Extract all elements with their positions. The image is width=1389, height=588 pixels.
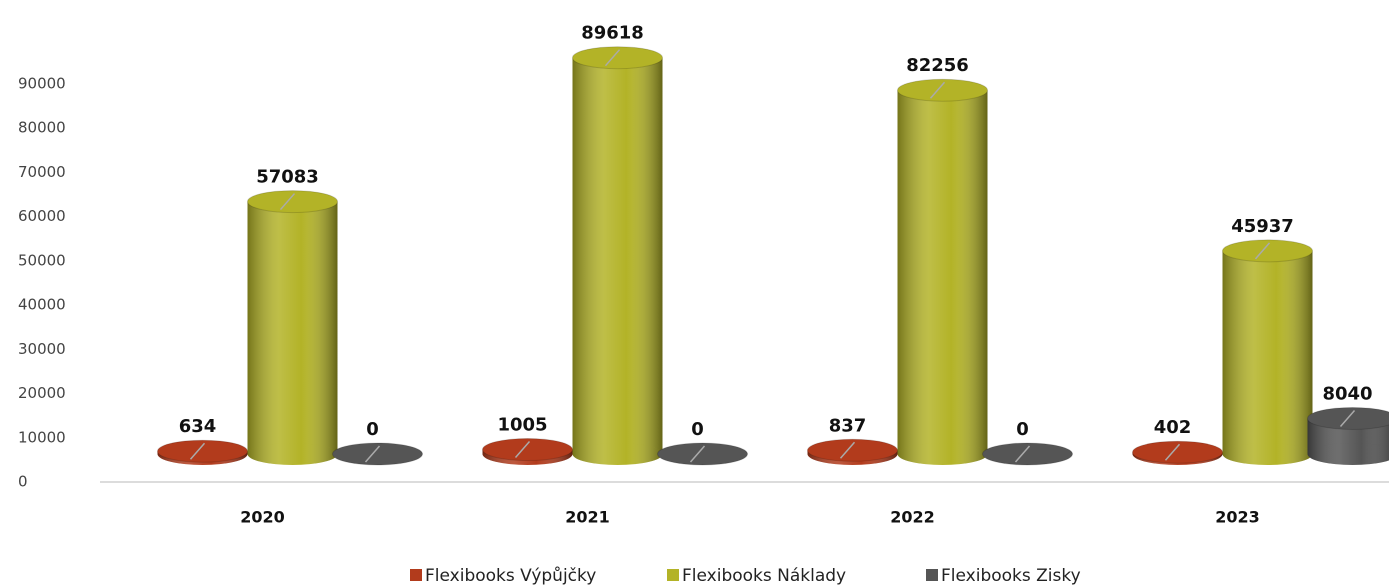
x-tick-label: 2023 [1215,508,1260,527]
cylinder-top [332,442,423,466]
data-label: 837 [829,415,867,436]
data-label: 45937 [1231,216,1294,237]
data-label: 8040 [1322,383,1372,404]
leader-line [1014,445,1031,463]
leader-line [364,445,381,463]
data-label: 402 [1154,417,1192,438]
data-label: 82256 [906,55,969,76]
x-tick-label: 2020 [240,508,285,527]
y-tick-label: 90000 [18,75,66,93]
leader-line [514,441,531,459]
cylinder-top [157,439,248,463]
cylinder [1132,440,1223,465]
cylinder [897,78,988,465]
cylinder-top [657,442,748,466]
leader-line [839,441,856,459]
x-tick-label: 2022 [890,508,935,527]
y-tick-label: 20000 [18,384,66,402]
y-tick-label: 80000 [18,119,66,137]
data-label: 0 [691,419,704,440]
cylinder-top [482,438,573,462]
leader-line [189,442,206,460]
cylinder-top [572,46,663,70]
data-label: 1005 [497,415,547,436]
y-tick-label: 40000 [18,296,66,314]
legend-swatch [667,569,679,581]
cylinder-shade [247,201,338,454]
y-tick-label: 50000 [18,251,66,269]
leader-line [1254,242,1271,260]
data-label: 57083 [256,167,319,188]
leader-line [1164,443,1181,461]
y-tick-label: 60000 [18,207,66,225]
y-tick-label: 70000 [18,163,66,181]
cylinder [657,442,748,466]
cylinder [247,190,338,465]
leader-line [1339,409,1356,427]
y-tick-label: 30000 [18,340,66,358]
cylinder-top [1132,440,1223,464]
leader-line [929,81,946,99]
legend-swatch [926,569,938,581]
data-label: 89618 [581,23,644,44]
y-tick-label: 10000 [18,428,66,446]
data-label: 0 [1016,419,1029,440]
legend-label: Flexibooks Zisky [941,566,1081,586]
cylinder-top [982,442,1073,466]
legend-label: Flexibooks Výpůjčky [425,566,596,586]
cylinder [807,438,898,465]
cylinder-top [1222,239,1313,263]
cylinder-top [807,438,898,462]
leader-line [689,445,706,463]
cylinder-shade [897,90,988,454]
data-label: 634 [179,416,217,437]
leader-line [604,49,621,67]
cylinder-bottom-shade [1222,443,1313,465]
cylinder [1307,406,1389,465]
legend-swatch [410,569,422,581]
cylinder-bottom-shade [572,443,663,465]
y-tick-label: 0 [18,473,28,491]
data-label: 0 [366,419,379,440]
leader-line [279,193,296,211]
cylinder [572,46,663,465]
cylinder [1222,239,1313,465]
cylinder [332,442,423,466]
cylinder-bottom-shade [247,443,338,465]
cylinder-bottom-shade [1307,443,1389,465]
cylinder-shade [1222,250,1313,454]
cylinder-shade [572,57,663,454]
cylinder-top [897,78,988,102]
legend-label: Flexibooks Náklady [682,566,846,586]
cylinder-bottom-shade [897,443,988,465]
cylinder [157,439,248,465]
cylinder [982,442,1073,466]
x-tick-label: 2021 [565,508,610,527]
cylinder [482,438,573,465]
cylinder-top [247,190,338,214]
